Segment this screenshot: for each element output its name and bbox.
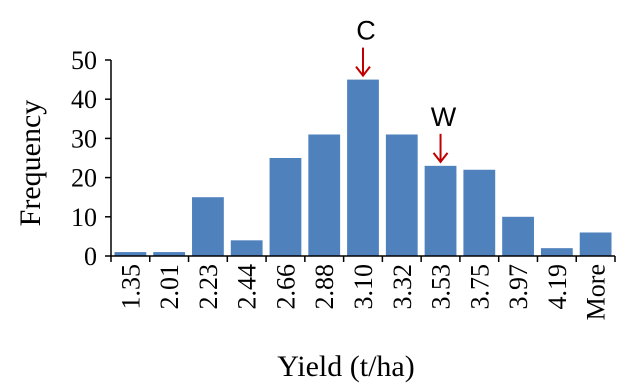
bar-2-44: [230, 240, 263, 256]
x-tick-label-3-75: 3.75: [465, 264, 494, 310]
x-tick-label-2-01: 2.01: [155, 264, 184, 310]
x-tick-label-3-10: 3.10: [349, 264, 378, 310]
x-axis-ticks: 1.35 2.01 2.23 2.44 2.66 2.88 3.10 3.32 3.53 3.75…: [110, 256, 616, 320]
annotation-c: C: [355, 16, 376, 78]
x-tick-label-3-32: 3.32: [388, 264, 417, 310]
x-tick-label-1-35: 1.35: [116, 264, 145, 310]
x-tick-label-2-66: 2.66: [271, 264, 300, 310]
x-axis-title: Yield (t/ha): [277, 350, 414, 383]
x-tick-label-3-97: 3.97: [504, 264, 533, 310]
y-tick-label-10: 10: [71, 203, 97, 232]
bar-3-97: [502, 216, 534, 256]
y-tick-label-50: 50: [71, 46, 97, 75]
x-tick-label-2-44: 2.44: [233, 264, 262, 310]
x-tick-label-4-19: 4.19: [543, 264, 572, 310]
annotation-label-w: W: [431, 102, 457, 132]
y-axis-ticks: 0 10 20 30 40 50: [71, 46, 111, 271]
x-tick-label-3-53: 3.53: [427, 264, 456, 310]
y-axis-title: Frequency: [14, 100, 47, 227]
y-tick-label-20: 20: [71, 164, 97, 193]
annotation-arrowhead-w: [432, 152, 449, 164]
bar-3-75: [463, 169, 496, 256]
annotation-label-c: C: [356, 16, 376, 46]
bar-2-23: [192, 197, 224, 256]
bar-3-10: [347, 79, 379, 256]
bar-2-66: [269, 158, 302, 256]
annotations: CW: [355, 16, 457, 164]
x-tick-label-2-88: 2.88: [310, 264, 339, 310]
x-tick-label-2-23: 2.23: [194, 264, 223, 310]
bar-1-35: [114, 252, 147, 256]
x-tick-label-more: More: [582, 264, 611, 320]
bar-3-53: [424, 165, 457, 256]
annotation-w: W: [431, 102, 457, 164]
bar-3-32: [385, 134, 418, 256]
bars: [114, 79, 612, 256]
y-tick-label-40: 40: [71, 85, 97, 114]
bar-4-19: [540, 248, 573, 256]
annotation-arrowhead-c: [355, 65, 371, 78]
y-tick-label-0: 0: [84, 242, 97, 271]
y-tick-label-30: 30: [71, 124, 97, 153]
bar-2-01: [153, 252, 186, 256]
bar-more: [579, 232, 612, 256]
bar-2-88: [308, 134, 341, 256]
